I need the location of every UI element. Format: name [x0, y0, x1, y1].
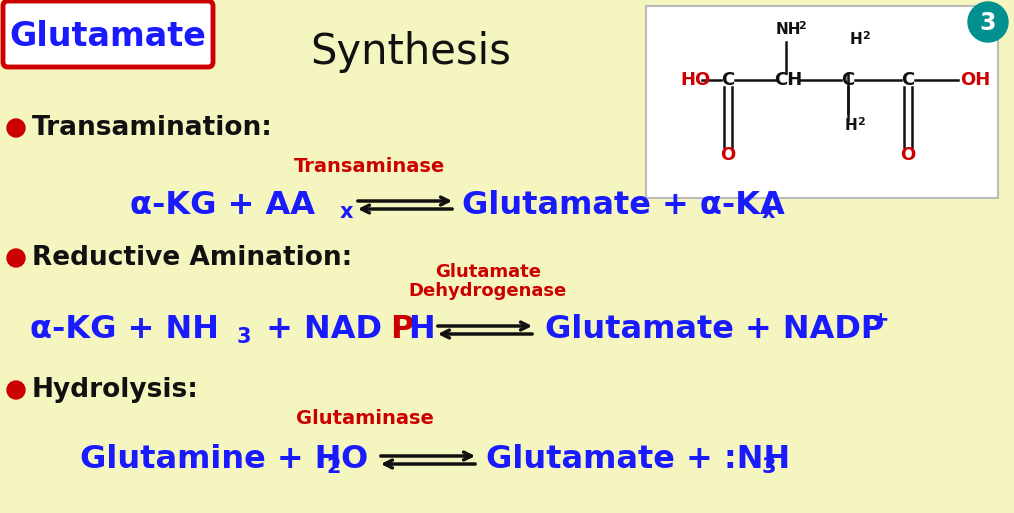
- Text: O: O: [340, 444, 367, 476]
- Text: Glutamate + NADP: Glutamate + NADP: [545, 314, 884, 345]
- Text: 3: 3: [237, 327, 251, 347]
- Text: 2: 2: [798, 21, 806, 31]
- Text: x: x: [762, 202, 776, 222]
- Text: +: +: [872, 310, 889, 330]
- Circle shape: [7, 381, 25, 399]
- Text: C: C: [901, 71, 915, 89]
- Text: α-KG + AA: α-KG + AA: [130, 189, 315, 221]
- FancyBboxPatch shape: [3, 1, 213, 67]
- Circle shape: [7, 249, 25, 267]
- Text: H: H: [845, 119, 858, 133]
- FancyBboxPatch shape: [646, 6, 998, 198]
- Text: 3: 3: [762, 457, 777, 477]
- Text: Dehydrogenase: Dehydrogenase: [409, 282, 567, 300]
- Text: Synthesis: Synthesis: [310, 31, 511, 73]
- Text: O: O: [900, 146, 916, 164]
- Text: Reductive Amination:: Reductive Amination:: [32, 245, 352, 271]
- Text: 2: 2: [862, 31, 870, 41]
- Circle shape: [968, 2, 1008, 42]
- Text: HO: HO: [680, 71, 710, 89]
- Text: Hydrolysis:: Hydrolysis:: [32, 377, 199, 403]
- Text: NH: NH: [776, 23, 801, 37]
- Text: Glutamate + :NH: Glutamate + :NH: [486, 444, 790, 476]
- Text: 3: 3: [980, 11, 996, 35]
- Text: Transamination:: Transamination:: [32, 115, 273, 141]
- Text: C: C: [842, 71, 855, 89]
- Text: Glutaminase: Glutaminase: [296, 408, 434, 427]
- Text: Glutamate: Glutamate: [9, 21, 207, 53]
- Text: Glutamate: Glutamate: [435, 263, 541, 281]
- Text: + NAD: + NAD: [255, 314, 382, 345]
- Text: Glutamine + H: Glutamine + H: [80, 444, 342, 476]
- Text: CH: CH: [774, 71, 802, 89]
- Text: OH: OH: [960, 71, 991, 89]
- Text: H: H: [850, 32, 863, 48]
- Text: 2: 2: [857, 117, 865, 127]
- Text: O: O: [720, 146, 735, 164]
- Text: C: C: [721, 71, 734, 89]
- Text: Glutamate + α-KA: Glutamate + α-KA: [462, 189, 785, 221]
- Text: H: H: [408, 314, 435, 345]
- Text: α-KG + NH: α-KG + NH: [30, 314, 219, 345]
- Text: P: P: [390, 314, 414, 345]
- Text: Transaminase: Transaminase: [294, 157, 445, 176]
- Circle shape: [7, 119, 25, 137]
- Text: 2: 2: [325, 457, 341, 477]
- Text: x: x: [340, 202, 354, 222]
